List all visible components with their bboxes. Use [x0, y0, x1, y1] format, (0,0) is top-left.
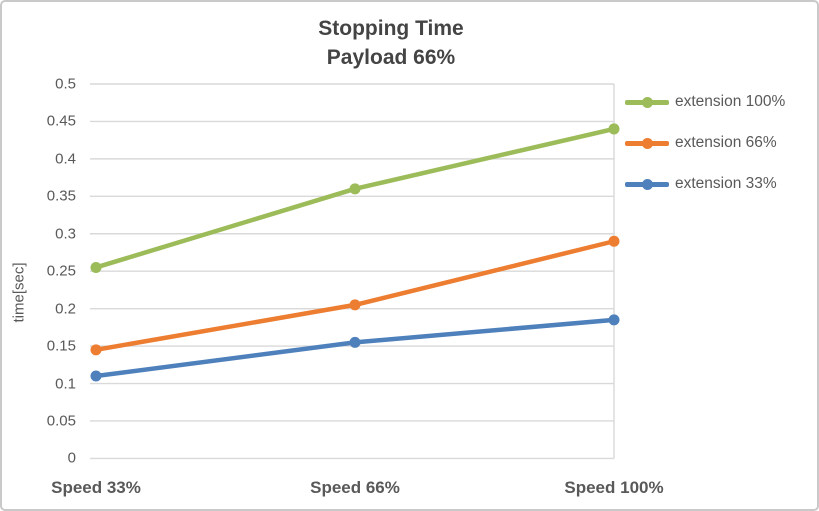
- y-tick-label: 0: [67, 449, 76, 467]
- chart-title-line1: Stopping Time: [318, 17, 464, 40]
- legend-label: extension 66%: [675, 134, 777, 151]
- data-point-marker: [90, 344, 102, 356]
- legend-item-extension-33: extension 33%: [625, 175, 785, 192]
- legend-label: extension 33%: [675, 175, 777, 192]
- series-line: [93, 317, 617, 379]
- y-tick-label: 0.15: [46, 337, 76, 355]
- series-line: [93, 126, 617, 270]
- legend-item-extension-100: extension 100%: [625, 93, 786, 110]
- data-point-marker: [90, 370, 102, 382]
- line-marker-icon: [625, 176, 669, 192]
- data-point-marker: [608, 123, 620, 135]
- y-tick-label: 0.1: [55, 375, 76, 393]
- legend-label: extension 100%: [675, 93, 786, 110]
- data-point-marker: [608, 235, 620, 247]
- legend-item-extension-66: extension 66%: [625, 134, 785, 151]
- series-line: [93, 238, 617, 353]
- data-point-marker: [349, 183, 361, 195]
- data-point-marker: [608, 314, 620, 326]
- chart-title: Stopping Time Payload 66%: [2, 14, 780, 72]
- y-tick-label: 0.45: [46, 112, 76, 130]
- line-marker-icon: [625, 94, 669, 110]
- x-category-label: Speed 66%: [310, 478, 400, 497]
- line-marker-icon: [625, 135, 669, 151]
- y-tick-label: 0.2: [55, 300, 76, 318]
- y-tick-label: 0.05: [46, 412, 76, 430]
- legend: extension 100% extension 66% extension 3…: [625, 93, 786, 217]
- data-point-marker: [349, 299, 361, 311]
- y-tick-label: 0.3: [55, 225, 76, 243]
- y-tick-label: 0.35: [46, 187, 76, 205]
- x-category-label: Speed 100%: [564, 478, 664, 497]
- data-point-marker: [90, 261, 102, 273]
- y-tick-label: 0.5: [55, 75, 76, 93]
- data-point-marker: [349, 336, 361, 348]
- y-tick-label: 0.25: [46, 262, 76, 280]
- y-tick-label: 0.4: [55, 150, 76, 168]
- chart-title-line2: Payload 66%: [326, 46, 456, 69]
- x-category-label: Speed 33%: [51, 478, 141, 497]
